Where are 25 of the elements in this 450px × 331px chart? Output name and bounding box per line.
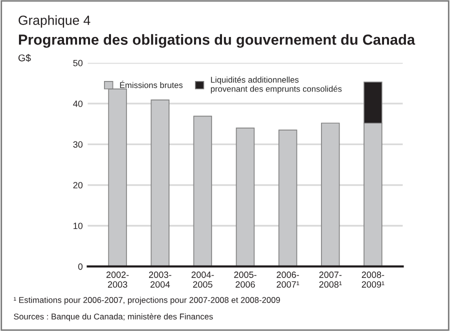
y-tick-label: 50: [73, 60, 83, 66]
y-axis-title: G$: [18, 54, 31, 62]
y-tick-label: 10: [74, 222, 83, 230]
bar: [193, 116, 212, 266]
x-tick-label: 2005- 2006: [234, 272, 256, 288]
x-tick-label: 2002- 2003: [106, 272, 129, 288]
legend-label: Liquidités additionnelles provenant des emprunts consolidés: [210, 76, 342, 94]
legend-label: Émissions brutes: [120, 80, 183, 88]
x-tick-label: 2006- 2007¹: [276, 272, 300, 288]
chart-title: Programme des obligations du gouvernement du Canada: [18, 34, 416, 48]
y-tick-label: 40: [73, 100, 83, 107]
bar: [278, 130, 298, 266]
source-note: Sources : Banque du Canada; ministère des Finances: [14, 313, 213, 322]
text: ¹ Estimations pour 2006-2007, projections pour 2007-2008 et 2008-2009: [14, 296, 280, 305]
x-tick-label: 2007- 2008¹: [319, 272, 342, 288]
bar: [321, 122, 340, 266]
bar: [150, 100, 170, 266]
bar: [236, 128, 255, 266]
y-tick-label: 30: [73, 141, 83, 148]
x-tick-label: 2008- 2009¹: [362, 272, 384, 288]
x-tick-label: 2003- 2004: [149, 272, 172, 288]
chart-subtitle: Graphique 4: [18, 15, 90, 28]
y-tick-label: 0: [78, 263, 83, 270]
y-tick-label: 20: [73, 182, 83, 188]
x-tick-label: 2004- 2005: [192, 272, 214, 288]
